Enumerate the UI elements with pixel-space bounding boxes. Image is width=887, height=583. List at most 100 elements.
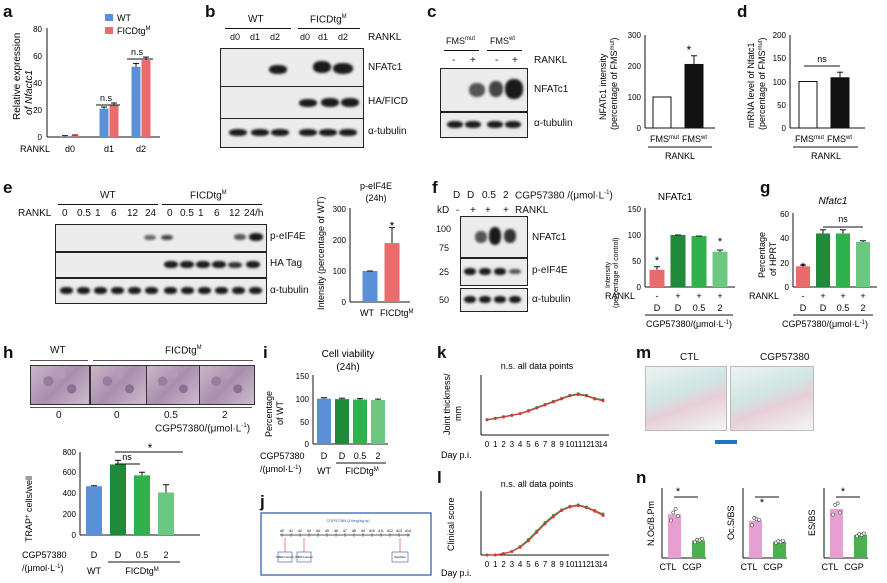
x-tick-label: 10	[565, 440, 574, 449]
a-ytick: 20	[33, 106, 42, 115]
h-dose: 0.5	[164, 410, 178, 421]
x-tick-label: 4	[518, 440, 523, 449]
bar	[712, 251, 728, 287]
data-point	[568, 394, 572, 398]
g-ytick: 20	[780, 259, 789, 268]
bar	[691, 236, 707, 287]
data-point	[669, 518, 673, 523]
a-ylabel-1: Relative expression	[12, 33, 23, 120]
panel-letter-c: c	[427, 2, 437, 21]
c-row-tubulin: α-tubulin	[534, 118, 573, 129]
bar	[141, 60, 151, 137]
f-dose2: 0.5	[693, 303, 706, 313]
data-point	[568, 505, 572, 509]
data-point	[861, 531, 866, 536]
data-point	[535, 530, 539, 534]
d-ylabel2: (percentage of FMSmut)	[757, 37, 767, 130]
f-dose2: D	[675, 303, 682, 313]
x-tick-label: 7	[543, 560, 548, 569]
f-cgp: CGP57380 /(μmol·L-1)	[515, 190, 613, 202]
bar	[317, 398, 331, 444]
g-ytick: 40	[780, 234, 789, 243]
e-blot-peif4e	[55, 224, 267, 252]
b-blot-ha	[220, 86, 364, 120]
a-ns1: n.s	[100, 93, 113, 103]
data-point	[584, 506, 588, 510]
d-ytick: 0	[782, 124, 787, 133]
a-xtick: d0	[65, 144, 75, 154]
data-point	[560, 509, 564, 513]
x-tick-label: 11	[574, 440, 583, 449]
data-point	[835, 501, 840, 506]
c-ytick: 200	[628, 62, 642, 71]
e-row-ha: HA Tag	[270, 258, 303, 269]
bar	[796, 266, 810, 287]
data-point	[757, 517, 761, 522]
d-xtick: FMSwt	[827, 134, 852, 144]
h-xtick: 2	[163, 550, 168, 560]
panel-letter-b: b	[205, 2, 216, 21]
h-dose: 0	[114, 410, 120, 421]
panel-letter-e: e	[3, 178, 13, 197]
e-title1: p-eIF4E	[360, 181, 392, 191]
f-ylabel2: (percentage of control)	[613, 238, 620, 308]
f-dose: 0.5	[482, 190, 496, 201]
g-dose: D	[800, 303, 807, 313]
h-micrograph-fic-05	[146, 365, 200, 405]
bar	[668, 514, 681, 558]
h-under: CGP57380/(μmol·L-1)	[155, 423, 251, 435]
c-fms-wt: FMSwt	[490, 36, 515, 46]
n-star: *	[676, 486, 681, 498]
e-time-label: 0	[167, 208, 173, 219]
h-ytick: 0	[72, 531, 77, 540]
f-mw: 25	[439, 267, 450, 277]
n-ylabel3: ES/BS	[807, 509, 817, 536]
x-tick-label: 11	[574, 560, 583, 569]
c-xtick: FMSmut	[650, 134, 679, 144]
panel-letter-f: f	[432, 178, 438, 197]
e-xtick: FICDtgM	[380, 308, 414, 318]
x-tick-label: 12	[582, 440, 591, 449]
j-day-label: d2	[298, 529, 302, 533]
data-point	[601, 399, 605, 403]
f-dose2: D	[654, 303, 661, 313]
data-point	[502, 552, 506, 556]
h-cgp-row: CGP57380	[22, 550, 67, 560]
c-rankl: RANKL	[534, 55, 568, 66]
j-box3: Sacrifice	[394, 555, 406, 559]
f-blot-peif4e	[460, 258, 528, 286]
d-ytick: 50	[777, 101, 786, 110]
b-row-tubulin: α-tubulin	[368, 126, 407, 137]
b-lane: d2	[270, 32, 281, 42]
b-blot-tubulin	[220, 118, 364, 148]
bar	[131, 66, 141, 137]
data-point	[750, 523, 754, 528]
g-dose: 0.5	[837, 303, 850, 313]
x-tick-label: 3	[510, 440, 515, 449]
b-lane: d1	[250, 32, 261, 42]
bar	[134, 475, 150, 535]
i-ytick: 100	[296, 395, 310, 404]
f-dose: 2	[503, 190, 509, 201]
i-ylabel2: of WT	[275, 400, 285, 425]
m-ctl: CTL	[680, 352, 699, 363]
data-point	[855, 534, 859, 539]
j-day-label: d11	[378, 529, 384, 533]
m-cgp: CGP57380	[760, 352, 810, 363]
j-day-label: d12	[387, 529, 393, 533]
e-time-label: 24	[145, 208, 157, 219]
j-day-label: d10	[369, 529, 375, 533]
f-row-tubulin: α-tubulin	[532, 294, 571, 305]
f-sign: -	[456, 205, 460, 216]
e-row-peif4e: p-eIF4E	[270, 231, 306, 242]
j-box1: K/BxN serum	[276, 555, 294, 559]
c-star: *	[687, 43, 692, 57]
x-tick-label: 14	[599, 560, 608, 569]
h-fic-label: FICDtgM	[125, 566, 159, 576]
e-rankl: RANKL	[18, 208, 52, 219]
e-ytick: 300	[333, 205, 347, 214]
g-dose: D	[820, 303, 827, 313]
c-blot-nfatc1	[440, 68, 528, 112]
n-xtick: CGP	[682, 562, 702, 572]
j-header: CGP57380 (10mg/kg ip)	[326, 518, 370, 523]
